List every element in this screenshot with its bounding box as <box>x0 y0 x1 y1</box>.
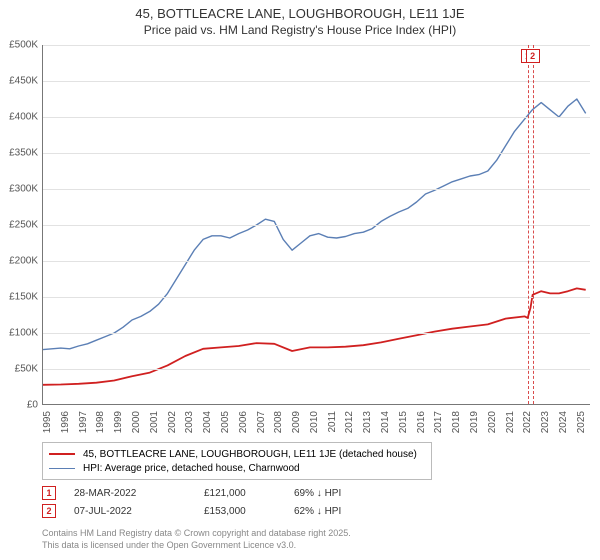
chart-container: 45, BOTTLEACRE LANE, LOUGHBOROUGH, LE11 … <box>0 0 600 560</box>
y-axis-label: £300K <box>9 184 38 195</box>
legend-swatch <box>49 453 75 455</box>
x-axis-label: 2025 <box>576 411 587 433</box>
x-axis-label: 2003 <box>184 411 195 433</box>
y-axis-label: £450K <box>9 76 38 87</box>
y-gridline <box>43 297 590 298</box>
legend-label: HPI: Average price, detached house, Char… <box>83 463 300 474</box>
y-gridline <box>43 261 590 262</box>
y-gridline <box>43 369 590 370</box>
transaction-row: 2 07-JUL-2022£153,00062% ↓ HPI <box>42 502 341 520</box>
chart-area: 12 £0£50K£100K£150K£200K£250K£300K£350K£… <box>42 45 590 405</box>
x-axis-label: 2024 <box>558 411 569 433</box>
plot-region: 12 <box>42 45 590 405</box>
y-axis-label: £150K <box>9 292 38 303</box>
x-axis-label: 2014 <box>380 411 391 433</box>
footer-line-2: This data is licensed under the Open Gov… <box>42 540 351 552</box>
x-axis-label: 2007 <box>256 411 267 433</box>
legend-item: 45, BOTTLEACRE LANE, LOUGHBOROUGH, LE11 … <box>49 447 425 461</box>
y-gridline <box>43 333 590 334</box>
transaction-date: 07-JUL-2022 <box>74 506 204 517</box>
x-axis-label: 2012 <box>344 411 355 433</box>
x-axis-label: 1996 <box>60 411 71 433</box>
y-gridline <box>43 225 590 226</box>
x-axis-label: 1998 <box>95 411 106 433</box>
transaction-price: £121,000 <box>204 488 294 499</box>
x-axis-label: 2019 <box>469 411 480 433</box>
legend-swatch <box>49 468 75 469</box>
x-axis-label: 1997 <box>78 411 89 433</box>
x-axis-label: 2008 <box>273 411 284 433</box>
x-axis-label: 2013 <box>362 411 373 433</box>
transaction-marker-icon: 2 <box>42 504 56 518</box>
transaction-marker-icon: 1 <box>42 486 56 500</box>
y-axis-label: £100K <box>9 328 38 339</box>
transactions-table: 1 28-MAR-2022£121,00069% ↓ HPI 2 07-JUL-202… <box>42 484 341 520</box>
transaction-date: 28-MAR-2022 <box>74 488 204 499</box>
y-axis-label: £400K <box>9 112 38 123</box>
y-axis-label: £0 <box>27 400 38 411</box>
x-axis-label: 2016 <box>416 411 427 433</box>
y-gridline <box>43 45 590 46</box>
x-axis-label: 2002 <box>167 411 178 433</box>
y-axis-label: £200K <box>9 256 38 267</box>
transaction-vline <box>528 45 529 404</box>
x-axis-label: 2017 <box>433 411 444 433</box>
y-gridline <box>43 189 590 190</box>
transaction-pct: 62% ↓ HPI <box>294 506 341 517</box>
x-axis-label: 1995 <box>42 411 53 433</box>
transaction-pct: 69% ↓ HPI <box>294 488 341 499</box>
x-axis-label: 2009 <box>291 411 302 433</box>
transaction-price: £153,000 <box>204 506 294 517</box>
series-property <box>43 288 586 384</box>
legend-box: 45, BOTTLEACRE LANE, LOUGHBOROUGH, LE11 … <box>42 442 432 480</box>
x-axis-label: 2001 <box>149 411 160 433</box>
footer-attribution: Contains HM Land Registry data © Crown c… <box>42 528 351 551</box>
x-axis-label: 2011 <box>327 411 338 433</box>
y-axis-label: £50K <box>15 364 38 375</box>
chart-title: 45, BOTTLEACRE LANE, LOUGHBOROUGH, LE11 … <box>0 0 600 21</box>
transaction-marker: 2 <box>526 49 540 63</box>
y-axis-label: £350K <box>9 148 38 159</box>
x-axis-label: 2005 <box>220 411 231 433</box>
x-axis-label: 2004 <box>202 411 213 433</box>
x-axis-label: 2020 <box>487 411 498 433</box>
transaction-row: 1 28-MAR-2022£121,00069% ↓ HPI <box>42 484 341 502</box>
x-axis-label: 2022 <box>522 411 533 433</box>
y-gridline <box>43 81 590 82</box>
x-axis-label: 2018 <box>451 411 462 433</box>
transaction-vline <box>533 45 534 404</box>
x-axis-label: 2006 <box>238 411 249 433</box>
x-axis-label: 2023 <box>540 411 551 433</box>
x-axis-label: 2021 <box>505 411 516 433</box>
footer-line-1: Contains HM Land Registry data © Crown c… <box>42 528 351 540</box>
chart-subtitle: Price paid vs. HM Land Registry's House … <box>0 21 600 37</box>
legend-item: HPI: Average price, detached house, Char… <box>49 461 425 475</box>
x-axis-label: 2015 <box>398 411 409 433</box>
y-axis-label: £250K <box>9 220 38 231</box>
x-axis-label: 1999 <box>113 411 124 433</box>
y-gridline <box>43 153 590 154</box>
y-axis-label: £500K <box>9 40 38 51</box>
x-axis-label: 2010 <box>309 411 320 433</box>
x-axis-label: 2000 <box>131 411 142 433</box>
y-gridline <box>43 117 590 118</box>
legend-label: 45, BOTTLEACRE LANE, LOUGHBOROUGH, LE11 … <box>83 449 417 460</box>
